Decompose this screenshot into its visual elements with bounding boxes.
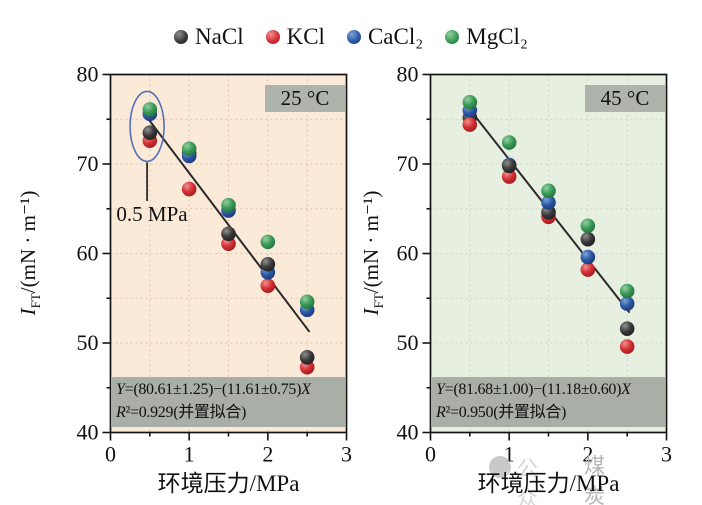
- data-point-MgCl₂: [580, 218, 596, 234]
- x-tick-label: 1: [184, 442, 195, 467]
- data-point-MgCl₂: [462, 94, 478, 110]
- tick-labels: 40 50 60 70 80 0 1 2 3: [77, 62, 353, 467]
- x-tick-label: 2: [262, 442, 273, 467]
- y-title-units: /(mN · m⁻¹): [359, 190, 383, 294]
- y-title-units: /(mN · m⁻¹): [16, 190, 40, 294]
- data-point-KCl: [181, 181, 197, 197]
- fit-r2-left: R²=0.929(并置拟合): [116, 403, 247, 421]
- fit-equation-left: Y=(80.61±1.25)−(11.61±0.75)X: [116, 381, 311, 398]
- y-tick-label: 80: [397, 62, 419, 87]
- data-point-CaCl₂: [580, 249, 596, 265]
- fit-r2-right: R²=0.950(并置拟合): [436, 403, 567, 421]
- data-point-CaCl₂: [619, 296, 635, 311]
- data-point-MgCl₂: [299, 294, 315, 310]
- highlight-ellipse: [129, 90, 165, 163]
- y-title-symbol: I: [359, 308, 383, 316]
- legend-item-kcl: KCl: [265, 24, 325, 50]
- legend-label-kcl: KCl: [286, 24, 325, 49]
- data-point-NaCl: [260, 256, 276, 272]
- data-point-NaCl: [221, 226, 236, 242]
- x-tick-label: 1: [504, 442, 515, 467]
- legend-item-mgcl2: MgCl₂: [445, 24, 528, 50]
- legend: NaCl KCl CaCl₂ MgCl₂: [0, 24, 702, 50]
- fit-equation-right: Y=(81.68±1.00)−(11.18±0.60)X: [436, 381, 631, 398]
- data-point-NaCl: [299, 350, 315, 365]
- temp-label-25c: 25 °C: [265, 85, 345, 112]
- temp-label-45c: 45 °C: [585, 85, 665, 112]
- y-axis-title-left: IFT/(mN · m⁻¹): [16, 93, 44, 413]
- fit-line: [146, 117, 311, 333]
- legend-label-mgcl2: MgCl₂: [466, 24, 528, 49]
- data-point-KCl: [619, 339, 635, 354]
- x-axis-title-left: 环境压力/MPa: [157, 471, 300, 496]
- y-tick-label: 60: [77, 241, 99, 266]
- y-tick-label: 50: [77, 330, 99, 355]
- data-point-NaCl: [142, 125, 158, 140]
- kcl-dot-icon: [265, 30, 280, 44]
- y-title-subscript: FT: [371, 293, 387, 309]
- tick-labels: 40 50 60 70 80 0 1 2 3: [397, 62, 673, 467]
- legend-item-cacl2: CaCl₂: [346, 24, 424, 50]
- data-point-MgCl₂: [142, 102, 158, 117]
- legend-label-nacl: NaCl: [195, 24, 244, 49]
- data-point-CaCl₂: [541, 195, 556, 210]
- nacl-dot-icon: [174, 30, 189, 44]
- data-point-KCl: [501, 169, 517, 184]
- y-tick-label: 40: [77, 420, 99, 445]
- y-tick-label: 80: [77, 62, 99, 87]
- x-tick-label: 3: [341, 442, 352, 467]
- data-points: [142, 102, 315, 375]
- data-points: [462, 94, 635, 354]
- x-tick-label: 0: [105, 442, 116, 467]
- cacl2-dot-icon: [346, 30, 361, 44]
- data-point-NaCl: [619, 321, 635, 336]
- data-point-MgCl₂: [541, 183, 556, 199]
- x-tick-label: 2: [582, 442, 593, 467]
- fit-equation-box-left: Y=(80.61±1.25)−(11.61±0.75)X R²=0.929(并置…: [111, 377, 345, 427]
- legend-item-nacl: NaCl: [174, 24, 244, 50]
- watermark-text: 煤炭学报: [584, 454, 605, 505]
- watermark-logo-icon: [489, 456, 511, 478]
- y-title-subscript: FT: [28, 293, 44, 309]
- data-point-MgCl₂: [619, 283, 635, 299]
- data-point-MgCl₂: [260, 234, 276, 250]
- legend-label-cacl2: CaCl₂: [367, 24, 424, 49]
- data-point-MgCl₂: [221, 197, 236, 213]
- y-axis-title-right: IFT/(mN · m⁻¹): [359, 93, 387, 413]
- y-title-symbol: I: [16, 308, 40, 316]
- data-point-KCl: [260, 278, 276, 294]
- y-tick-label: 60: [397, 241, 419, 266]
- y-tick-label: 40: [397, 420, 419, 445]
- plot-frame: [429, 73, 668, 434]
- annotation-05mpa-label: 0.5 MPa: [116, 202, 188, 226]
- data-point-MgCl₂: [181, 141, 197, 157]
- mgcl2-dot-icon: [445, 30, 460, 44]
- data-point-KCl: [580, 262, 596, 277]
- y-tick-label: 70: [397, 151, 419, 176]
- y-tick-label: 50: [397, 330, 419, 355]
- watermark-prefix: 公众号: [517, 457, 538, 505]
- fit-equation-box-right: Y=(81.68±1.00)−(11.18±0.60)X R²=0.950(并置…: [431, 377, 665, 427]
- x-tick-label: 0: [425, 442, 436, 467]
- x-tick-label: 3: [661, 442, 672, 467]
- y-tick-label: 70: [77, 151, 99, 176]
- data-point-NaCl: [580, 231, 596, 247]
- x-axis-title-right: 环境压力/MPa: [477, 471, 620, 496]
- data-point-MgCl₂: [501, 135, 517, 150]
- data-point-NaCl: [501, 158, 517, 174]
- panel-25c: 40 50 60 70 80 0 1 2 3: [77, 62, 353, 467]
- plot-frame: [109, 73, 348, 434]
- panel-45c: 40 50 60 70 80 0 1 2 3: [397, 62, 673, 467]
- data-point-KCl: [462, 117, 478, 132]
